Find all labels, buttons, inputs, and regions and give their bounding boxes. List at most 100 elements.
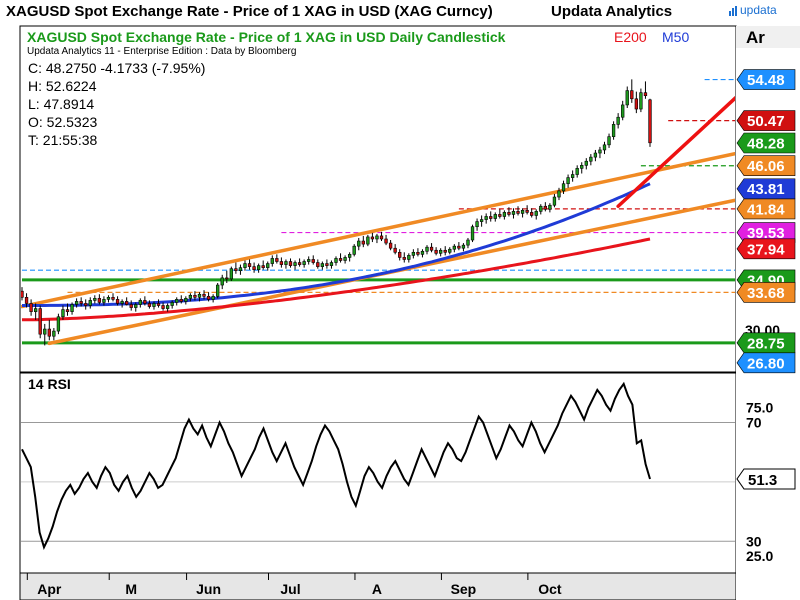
price-tag-6: 39.53 <box>736 222 796 243</box>
candle-body-73 <box>352 245 356 255</box>
candle-body-108 <box>511 211 516 215</box>
candle-body-89 <box>425 246 429 252</box>
brand-title: Updata Analytics <box>551 3 673 20</box>
high-readout: H: 52.6224 <box>28 78 97 94</box>
candle-body-66 <box>320 263 325 267</box>
low-readout: L: 47.8914 <box>28 96 94 112</box>
price-layer <box>21 78 735 346</box>
candle-body-28 <box>147 303 152 307</box>
candle-body-24 <box>129 304 133 308</box>
candle-body-22 <box>120 301 124 304</box>
candle-body-67 <box>325 263 329 266</box>
price-tag-4: 43.81 <box>736 178 796 200</box>
price-tag-box <box>736 69 796 90</box>
candle-body-103 <box>489 216 493 219</box>
candle-body-106 <box>502 212 507 217</box>
candle-body-61 <box>297 262 302 265</box>
price-tag-value: 28.75 <box>747 335 785 352</box>
rsi-value-tag <box>736 468 796 490</box>
candle-body-74 <box>357 240 361 247</box>
candle-body-0 <box>21 290 24 298</box>
candle-body-15 <box>88 300 92 306</box>
candle-body-57 <box>279 261 284 265</box>
rsi-tick-label: 75.0 <box>746 400 773 416</box>
candle-body-37 <box>188 294 193 299</box>
price-tag-box <box>736 110 796 131</box>
axis-unit-box <box>736 26 800 48</box>
candle-body-16 <box>93 298 97 301</box>
candle-body-82 <box>393 247 397 253</box>
candle-body-136 <box>639 92 643 110</box>
candle-body-10 <box>65 309 70 312</box>
price-tag-10: 28.75 <box>736 332 796 354</box>
price-tag-value: 33.68 <box>747 285 785 302</box>
candle-body-93 <box>443 249 447 253</box>
candle-body-51 <box>252 266 256 270</box>
candle-body-32 <box>165 305 170 309</box>
candle-body-88 <box>420 250 425 255</box>
price-panel[interactable] <box>19 25 737 373</box>
candle-body-79 <box>379 235 384 240</box>
candle-body-63 <box>307 259 311 262</box>
updata-logo-icon <box>728 5 738 17</box>
rsi-panel[interactable] <box>19 372 737 574</box>
rsi-label: 14 RSI <box>28 376 71 392</box>
window-title: XAGUSD Spot Exchange Rate - Price of 1 X… <box>6 3 493 20</box>
candle-body-45 <box>225 277 229 280</box>
candle-body-122 <box>575 168 579 175</box>
channel-line-1 <box>47 198 735 346</box>
x-tick-label: Jun <box>196 581 221 597</box>
candle-body-99 <box>470 226 475 241</box>
candle-body-76 <box>366 236 370 245</box>
candle-body-131 <box>616 116 620 125</box>
candle-body-112 <box>530 212 534 216</box>
price-tag-0: 54.48 <box>736 69 796 90</box>
candle-body-34 <box>175 299 179 303</box>
price-tag-box <box>736 198 796 220</box>
candle-body-35 <box>179 299 183 302</box>
candle-body-55 <box>270 258 274 264</box>
rsi-tick-label: 25.0 <box>746 548 773 564</box>
logo-text: updata <box>740 3 777 17</box>
price-tag-7: 37.94 <box>736 238 796 260</box>
open-readout: O: 52.5323 <box>28 114 97 130</box>
x-tick-label: M <box>125 581 137 597</box>
price-tag-box <box>736 332 796 354</box>
candle-body-105 <box>498 214 502 217</box>
candle-body-29 <box>152 303 156 307</box>
price-tag-box <box>736 178 796 200</box>
candle-body-43 <box>216 284 220 297</box>
candle-body-4 <box>38 308 42 335</box>
price-tag-9: 33.68 <box>736 282 796 303</box>
candle-body-83 <box>398 251 402 258</box>
rsi-layer <box>21 381 735 550</box>
price-tag-box <box>736 155 796 177</box>
candle-body-46 <box>229 268 233 280</box>
candle-body-31 <box>161 305 165 309</box>
chart-title: XAGUSD Spot Exchange Rate - Price of 1 X… <box>27 29 506 45</box>
candle-body-17 <box>97 298 102 303</box>
candle-body-121 <box>570 174 575 178</box>
price-tag-value: 50.47 <box>747 113 785 130</box>
trend-line-red <box>616 95 735 208</box>
price-tag-box <box>736 238 796 260</box>
legend-m50[interactable]: M50 <box>662 29 689 45</box>
candle-body-40 <box>202 293 206 297</box>
legend-e200[interactable]: E200 <box>614 29 647 45</box>
candle-body-54 <box>266 263 270 268</box>
candle-body-87 <box>416 251 420 255</box>
candle-body-120 <box>566 177 570 185</box>
candle-body-134 <box>630 90 634 100</box>
candle-body-75 <box>361 240 365 245</box>
candle-body-78 <box>375 235 379 240</box>
candle-body-114 <box>539 205 543 212</box>
candle-body-7 <box>52 330 56 337</box>
candle-body-128 <box>602 144 607 151</box>
candle-body-27 <box>143 300 147 304</box>
e200-line <box>22 237 651 322</box>
candle-body-26 <box>138 300 142 305</box>
candle-body-125 <box>589 156 593 162</box>
candle-body-49 <box>243 263 247 268</box>
candle-body-39 <box>197 293 202 298</box>
